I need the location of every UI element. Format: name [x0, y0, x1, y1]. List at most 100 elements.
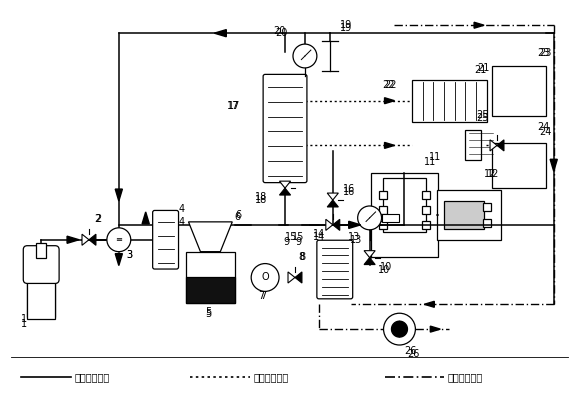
Text: 8: 8 [298, 252, 304, 262]
FancyBboxPatch shape [153, 210, 178, 269]
Bar [36, 243, 46, 258]
Bar [422, 206, 430, 214]
Polygon shape [288, 272, 295, 283]
Text: 12: 12 [484, 169, 496, 179]
Text: 10: 10 [380, 261, 392, 271]
Text: 14: 14 [313, 229, 325, 239]
Polygon shape [280, 188, 291, 195]
Bar [422, 191, 430, 199]
Text: 22: 22 [384, 80, 397, 90]
Text: 21: 21 [474, 65, 486, 75]
Text: 21: 21 [477, 63, 489, 73]
Polygon shape [189, 222, 232, 252]
Text: 26: 26 [408, 349, 420, 359]
Text: 11: 11 [429, 152, 442, 162]
Text: 5: 5 [206, 307, 212, 317]
Text: 1: 1 [21, 319, 27, 329]
Text: 18: 18 [255, 195, 267, 205]
Text: 15: 15 [285, 232, 298, 242]
Bar [379, 221, 387, 229]
Bar [492, 66, 546, 116]
Text: 六氟化硫循环: 六氟化硫循环 [74, 372, 109, 382]
Text: 9: 9 [295, 237, 301, 247]
Text: 16: 16 [343, 187, 355, 197]
Polygon shape [364, 258, 375, 265]
Text: 11: 11 [424, 157, 437, 167]
Text: 25: 25 [476, 109, 489, 120]
Polygon shape [67, 236, 79, 243]
Bar [185, 278, 235, 303]
Polygon shape [550, 159, 558, 171]
Text: 12: 12 [487, 169, 500, 179]
Bar [483, 219, 491, 227]
Circle shape [358, 206, 382, 230]
Text: 20: 20 [273, 26, 285, 36]
Text: 23: 23 [539, 48, 551, 58]
Polygon shape [424, 301, 434, 307]
Polygon shape [474, 22, 484, 28]
Text: 18: 18 [255, 192, 267, 202]
Text: 17: 17 [228, 101, 241, 111]
Text: 13: 13 [350, 235, 362, 245]
FancyBboxPatch shape [317, 240, 353, 299]
Text: 3: 3 [127, 250, 133, 260]
Bar [382, 214, 400, 222]
Polygon shape [89, 234, 96, 245]
Text: 19: 19 [340, 20, 352, 30]
Polygon shape [384, 98, 394, 104]
Bar [379, 191, 387, 199]
Bar [27, 255, 55, 319]
Circle shape [107, 228, 131, 252]
Polygon shape [326, 219, 333, 230]
Text: 22: 22 [383, 80, 395, 90]
Text: 10: 10 [378, 265, 390, 274]
Text: 7: 7 [258, 291, 265, 301]
Bar [412, 80, 486, 122]
Text: 13: 13 [348, 232, 360, 242]
Bar [383, 178, 426, 232]
Polygon shape [142, 212, 149, 224]
Text: 2: 2 [94, 214, 100, 224]
Polygon shape [327, 200, 338, 207]
Text: 二级余热回收: 二级余热回收 [447, 372, 482, 382]
Polygon shape [364, 250, 375, 258]
Polygon shape [280, 181, 291, 188]
Text: 一级余热回收: 一级余热回收 [253, 372, 288, 382]
Text: 14: 14 [313, 232, 325, 242]
Text: 19: 19 [340, 23, 352, 33]
Polygon shape [490, 140, 497, 151]
Circle shape [383, 313, 415, 345]
Text: 20: 20 [275, 28, 287, 38]
Text: 5: 5 [206, 309, 212, 319]
Text: ≡: ≡ [115, 235, 122, 244]
Text: 3: 3 [127, 250, 133, 260]
Text: 25: 25 [476, 113, 489, 122]
Text: 26: 26 [405, 346, 417, 356]
Circle shape [293, 44, 317, 68]
Text: 2: 2 [95, 214, 101, 224]
Bar [444, 201, 484, 229]
Text: 8: 8 [299, 252, 305, 262]
Text: 1: 1 [21, 314, 27, 324]
Text: 17: 17 [228, 101, 240, 111]
Text: 23: 23 [537, 48, 549, 58]
Polygon shape [82, 234, 89, 245]
Text: 24: 24 [539, 127, 551, 137]
Circle shape [251, 263, 279, 291]
Text: 6: 6 [234, 212, 240, 222]
Bar [465, 130, 481, 160]
FancyBboxPatch shape [23, 246, 59, 284]
Polygon shape [497, 140, 504, 151]
Bar [483, 203, 491, 211]
Polygon shape [391, 321, 400, 337]
Polygon shape [333, 219, 340, 230]
Bar [27, 248, 55, 317]
Text: 4: 4 [178, 217, 185, 227]
Polygon shape [115, 254, 122, 265]
Polygon shape [327, 193, 338, 200]
Text: 16: 16 [343, 184, 355, 194]
Bar [492, 143, 546, 187]
Text: 9: 9 [283, 237, 289, 247]
Polygon shape [349, 221, 361, 228]
Bar [371, 173, 438, 257]
